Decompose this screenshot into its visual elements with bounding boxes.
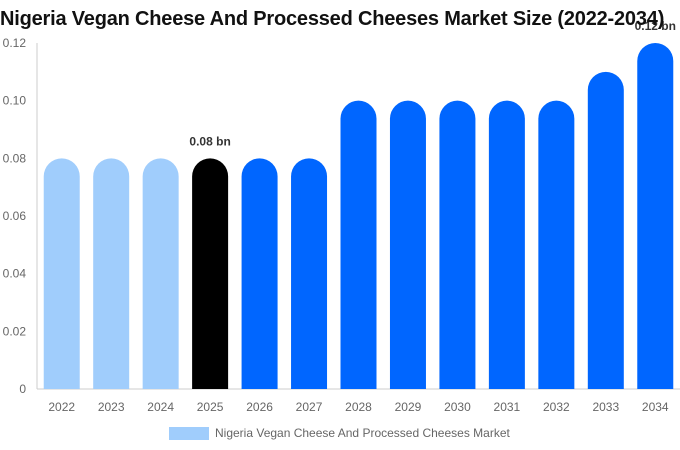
x-tick-label: 2032 — [543, 400, 570, 414]
bar-2023[interactable] — [93, 158, 130, 389]
bar-2033[interactable] — [587, 71, 624, 389]
y-tick-label: 0.08 — [3, 151, 27, 165]
bar-2022[interactable] — [43, 158, 80, 389]
x-tick-label: 2026 — [246, 400, 273, 414]
y-tick-label: 0.10 — [3, 94, 27, 108]
y-tick-label: 0.04 — [3, 267, 27, 281]
data-label-2034: 0.12 bn — [635, 19, 676, 33]
chart-title: Nigeria Vegan Cheese And Processed Chees… — [0, 8, 665, 30]
y-tick-label: 0.02 — [3, 324, 27, 338]
bar-2025[interactable] — [192, 158, 229, 389]
x-tick-label: 2023 — [98, 400, 125, 414]
x-tick-label: 2030 — [444, 400, 471, 414]
bar-2027[interactable] — [291, 158, 328, 389]
x-tick-label: 2025 — [197, 400, 224, 414]
x-tick-label: 2028 — [345, 400, 372, 414]
bar-2031[interactable] — [488, 100, 525, 390]
legend-label: Nigeria Vegan Cheese And Processed Chees… — [215, 426, 510, 440]
legend[interactable]: Nigeria Vegan Cheese And Processed Chees… — [169, 425, 510, 441]
y-tick-label: 0.12 — [3, 36, 27, 50]
y-tick-label: 0.06 — [3, 209, 27, 223]
y-tick-label: 0 — [19, 382, 26, 396]
x-tick-label: 2033 — [592, 400, 619, 414]
x-tick-label: 2022 — [48, 400, 75, 414]
bar-2028[interactable] — [340, 100, 377, 389]
x-tick-label: 2027 — [296, 400, 323, 414]
x-tick-label: 2024 — [147, 400, 174, 414]
bar-2030[interactable] — [439, 100, 476, 389]
bar-2024[interactable] — [142, 158, 179, 389]
x-tick-label: 2029 — [395, 400, 422, 414]
bar-2032[interactable] — [538, 100, 575, 389]
x-tick-label: 2034 — [642, 400, 669, 414]
bar-2029[interactable] — [389, 100, 426, 389]
bar-2026[interactable] — [241, 158, 278, 389]
legend-swatch — [169, 426, 209, 440]
data-label-2025: 0.08 bn — [189, 134, 230, 148]
x-tick-label: 2031 — [494, 400, 521, 414]
bar-2034[interactable] — [637, 43, 674, 389]
